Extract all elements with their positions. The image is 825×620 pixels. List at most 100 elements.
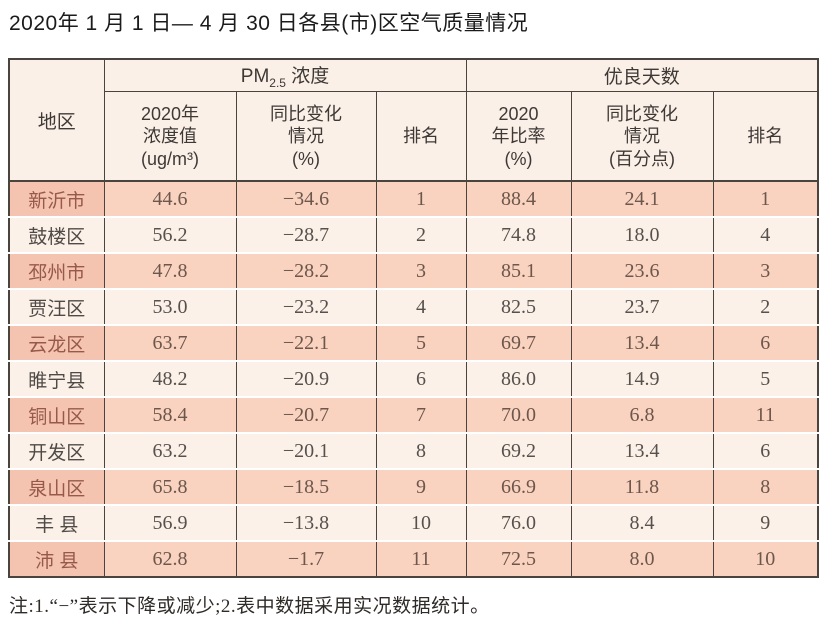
pm-change-cell: −23.2: [235, 289, 377, 327]
pm25-group-header: PM2.5 浓度: [103, 59, 467, 93]
good-rank-cell: 10: [712, 541, 819, 578]
pm-value-cell: 65.8: [103, 469, 237, 507]
pm-rank-cell: 2: [375, 217, 467, 255]
table-row: 新沂市 44.6 −34.6 1 88.4 24.1 1: [8, 181, 819, 219]
good-rank-cell: 9: [712, 505, 819, 543]
good-change-cell: 24.1: [570, 181, 714, 219]
pm-change-cell: −34.6: [235, 181, 377, 219]
good-rank-cell: 2: [712, 289, 819, 327]
table-row: 开发区 63.2 −20.1 8 69.2 13.4 6: [8, 433, 819, 471]
pm-change-header: 同比变化 情况 (%): [235, 91, 377, 183]
good-change-cell: 23.6: [570, 253, 714, 291]
pm25-label-prefix: PM: [240, 66, 270, 88]
pm-change-cell: −20.9: [235, 361, 377, 399]
good-rank-cell: 4: [712, 217, 819, 255]
table-row: 鼓楼区 56.2 −28.7 2 74.8 18.0 4: [8, 217, 819, 255]
region-cell: 邳州市: [8, 253, 105, 291]
region-cell: 铜山区: [8, 397, 105, 435]
good-change-header: 同比变化 情况 (百分点): [570, 91, 714, 183]
pm-rank-cell: 5: [375, 325, 467, 363]
pm-change-cell: −13.8: [235, 505, 377, 543]
pm-rank-cell: 11: [375, 541, 467, 578]
good-rank-cell: 5: [712, 361, 819, 399]
pm-value-cell: 47.8: [103, 253, 237, 291]
good-ratio-cell: 76.0: [465, 505, 572, 543]
region-cell: 开发区: [8, 433, 105, 471]
region-cell: 云龙区: [8, 325, 105, 363]
region-cell: 鼓楼区: [8, 217, 105, 255]
pm-rank-cell: 1: [375, 181, 467, 219]
good-ratio-cell: 82.5: [465, 289, 572, 327]
table-row: 丰 县 56.9 −13.8 10 76.0 8.4 9: [8, 505, 819, 543]
region-cell: 丰 县: [8, 505, 105, 543]
pm-value-cell: 62.8: [103, 541, 237, 578]
table-row: 睢宁县 48.2 −20.9 6 86.0 14.9 5: [8, 361, 819, 399]
region-column-header: 地区: [8, 59, 105, 183]
good-rank-header: 排名: [712, 91, 819, 183]
good-change-cell: 8.4: [570, 505, 714, 543]
good-rank-cell: 3: [712, 253, 819, 291]
region-cell: 睢宁县: [8, 361, 105, 399]
pm-change-cell: −20.1: [235, 433, 377, 471]
pm-rank-cell: 3: [375, 253, 467, 291]
table-row: 沛 县 62.8 −1.7 11 72.5 8.0 10: [8, 541, 819, 578]
pm-change-cell: −28.2: [235, 253, 377, 291]
good-ratio-cell: 69.2: [465, 433, 572, 471]
table-footnote: 注:1.“−”表示下降或减少;2.表中数据采用实况数据统计。: [9, 596, 490, 618]
pm-rank-cell: 6: [375, 361, 467, 399]
pm-value-cell: 63.2: [103, 433, 237, 471]
good-ratio-cell: 86.0: [465, 361, 572, 399]
table-body: 新沂市 44.6 −34.6 1 88.4 24.1 1 鼓楼区 56.2 −2…: [8, 181, 819, 578]
good-change-cell: 8.0: [570, 541, 714, 578]
region-cell: 贾汪区: [8, 289, 105, 327]
pm-value-cell: 56.9: [103, 505, 237, 543]
pm-rank-cell: 9: [375, 469, 467, 507]
table-row: 邳州市 47.8 −28.2 3 85.1 23.6 3: [8, 253, 819, 291]
pm-rank-cell: 10: [375, 505, 467, 543]
table-header: 地区 PM2.5 浓度 优良天数 2020年 浓度值 (ug/m³) 同比变化 …: [8, 59, 819, 183]
good-ratio-cell: 72.5: [465, 541, 572, 578]
good-rank-cell: 8: [712, 469, 819, 507]
pm-change-cell: −20.7: [235, 397, 377, 435]
page-title: 2020年 1 月 1 日— 4 月 30 日各县(市)区空气质量情况: [9, 12, 529, 35]
pm-change-cell: −18.5: [235, 469, 377, 507]
good-change-cell: 13.4: [570, 433, 714, 471]
good-change-cell: 6.8: [570, 397, 714, 435]
pm25-label-subscript: 2.5: [269, 76, 286, 91]
pm-change-cell: −28.7: [235, 217, 377, 255]
good-rank-cell: 6: [712, 433, 819, 471]
good-change-cell: 13.4: [570, 325, 714, 363]
good-days-group-header: 优良天数: [465, 59, 819, 93]
good-change-cell: 14.9: [570, 361, 714, 399]
good-ratio-cell: 85.1: [465, 253, 572, 291]
good-change-cell: 23.7: [570, 289, 714, 327]
pm-change-cell: −1.7: [235, 541, 377, 578]
good-ratio-cell: 88.4: [465, 181, 572, 219]
pm-rank-cell: 7: [375, 397, 467, 435]
table-row: 贾汪区 53.0 −23.2 4 82.5 23.7 2: [8, 289, 819, 327]
sub-header-row: 2020年 浓度值 (ug/m³) 同比变化 情况 (%) 排名 2020 年比…: [9, 91, 819, 183]
pm-value-cell: 56.2: [103, 217, 237, 255]
pm-change-cell: −22.1: [235, 325, 377, 363]
region-cell: 沛 县: [8, 541, 105, 578]
good-ratio-header: 2020 年比率 (%): [465, 91, 572, 183]
table-row: 泉山区 65.8 −18.5 9 66.9 11.8 8: [8, 469, 819, 507]
good-change-cell: 11.8: [570, 469, 714, 507]
good-ratio-cell: 70.0: [465, 397, 572, 435]
pm-rank-cell: 4: [375, 289, 467, 327]
pm-value-header: 2020年 浓度值 (ug/m³): [103, 91, 237, 183]
pm-value-cell: 53.0: [103, 289, 237, 327]
pm-value-cell: 58.4: [103, 397, 237, 435]
good-rank-cell: 6: [712, 325, 819, 363]
good-ratio-cell: 69.7: [465, 325, 572, 363]
good-ratio-cell: 66.9: [465, 469, 572, 507]
pm-value-cell: 44.6: [103, 181, 237, 219]
table-row: 铜山区 58.4 −20.7 7 70.0 6.8 11: [8, 397, 819, 435]
good-change-cell: 18.0: [570, 217, 714, 255]
region-cell: 新沂市: [8, 181, 105, 219]
pm-rank-header: 排名: [375, 91, 467, 183]
pm25-label-suffix: 浓度: [285, 66, 330, 88]
good-ratio-cell: 74.8: [465, 217, 572, 255]
good-rank-cell: 1: [712, 181, 819, 219]
